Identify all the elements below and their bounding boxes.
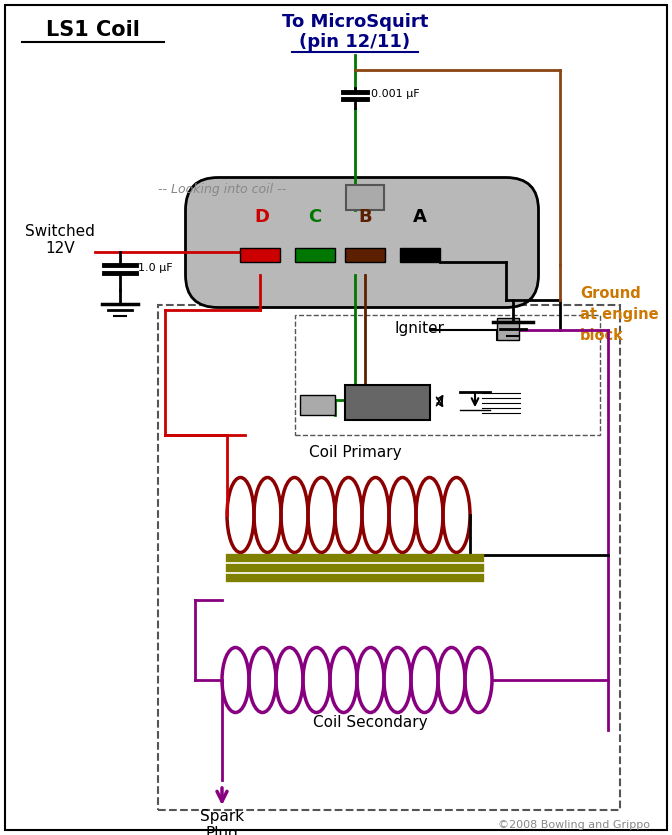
Text: Switched
12V: Switched 12V: [25, 224, 95, 256]
Text: Coil Secondary: Coil Secondary: [312, 715, 427, 730]
Text: Ground
at engine
block: Ground at engine block: [580, 286, 659, 343]
Text: D: D: [255, 208, 269, 226]
Text: A: A: [413, 208, 427, 226]
Bar: [240, 248, 280, 262]
Text: C: C: [308, 208, 322, 226]
Bar: [400, 248, 440, 262]
Bar: [300, 395, 335, 415]
Text: ©2008 Bowling and Grippo: ©2008 Bowling and Grippo: [498, 820, 650, 830]
Text: B: B: [358, 208, 372, 226]
Text: Spark
Plug: Spark Plug: [200, 809, 244, 835]
Bar: [295, 315, 600, 435]
Text: To MicroSquirt: To MicroSquirt: [282, 13, 428, 31]
Text: LS1 Coil: LS1 Coil: [46, 20, 140, 40]
Text: Igniter: Igniter: [395, 321, 445, 336]
Text: -- Looking into coil --: -- Looking into coil --: [158, 184, 286, 196]
Bar: [295, 248, 335, 262]
Text: Coil Primary: Coil Primary: [308, 446, 401, 460]
Bar: [345, 385, 430, 420]
Text: 0.001 μF: 0.001 μF: [371, 89, 419, 99]
Bar: [497, 318, 519, 340]
Bar: [158, 305, 620, 810]
Bar: [346, 185, 384, 210]
Text: 1.0 μF: 1.0 μF: [138, 263, 173, 273]
FancyBboxPatch shape: [185, 178, 538, 307]
Bar: [345, 248, 385, 262]
Text: (pin 12/11): (pin 12/11): [300, 33, 411, 51]
